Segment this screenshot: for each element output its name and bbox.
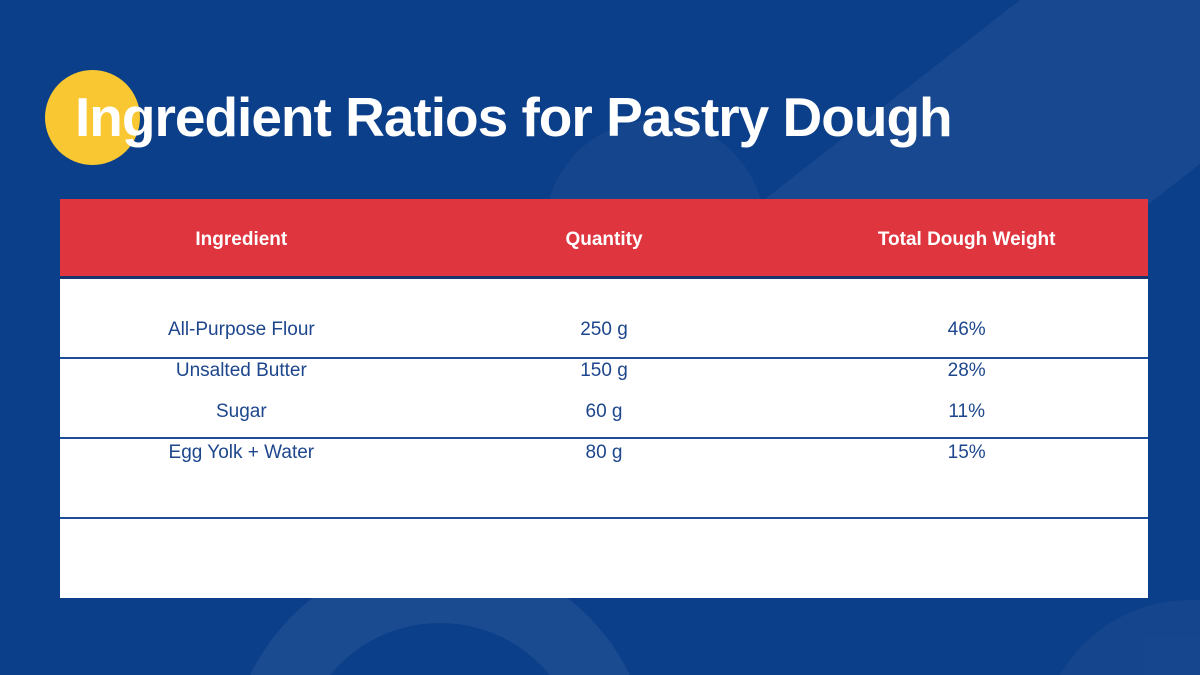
cell-weight: 28% <box>947 360 986 381</box>
table-header-row: Ingredient Quantity Total Dough Weight <box>60 199 1148 279</box>
cell-weight: 11% <box>948 401 985 422</box>
table-row: Egg Yolk + Water 80 g 15% <box>60 441 1148 465</box>
table-row: All-Purpose Flour 250 g 46% <box>60 318 1148 342</box>
table-band: All-Purpose Flour 250 g 46% <box>60 279 1148 359</box>
cell-ingredient: Egg Yolk + Water <box>168 442 315 463</box>
cell-ingredient: Sugar <box>215 401 267 422</box>
table-band: Egg Yolk + Water 80 g 15% <box>60 439 1148 519</box>
table-row: Unsalted Butter 150 g 28% <box>60 359 1148 383</box>
table-band: Unsalted Butter 150 g 28% Sugar 60 g 11% <box>60 359 1148 439</box>
cell-weight: 15% <box>947 442 986 463</box>
cell-ingredient: All-Purpose Flour <box>167 319 315 340</box>
cell-weight: 46% <box>947 319 986 340</box>
column-header-total-dough-weight: Total Dough Weight <box>877 229 1056 250</box>
cell-quantity: 60 g <box>585 401 623 422</box>
page-title: Ingredient Ratios for Pastry Dough <box>75 86 953 148</box>
cell-quantity: 250 g <box>580 319 628 340</box>
table-band-empty <box>60 519 1148 598</box>
ingredient-ratios-table: Ingredient Quantity Total Dough Weight A… <box>60 199 1148 598</box>
column-header-ingredient: Ingredient <box>195 229 288 250</box>
table-row: Sugar 60 g 11% <box>60 400 1148 424</box>
cell-ingredient: Unsalted Butter <box>175 360 307 381</box>
column-header-quantity: Quantity <box>565 229 643 250</box>
title-accent-circle <box>45 70 140 165</box>
background-circle-bottom-right <box>1040 600 1200 675</box>
table-body: All-Purpose Flour 250 g 46% Unsalted But… <box>60 279 1148 598</box>
cell-quantity: 150 g <box>580 360 628 381</box>
cell-quantity: 80 g <box>585 442 623 463</box>
